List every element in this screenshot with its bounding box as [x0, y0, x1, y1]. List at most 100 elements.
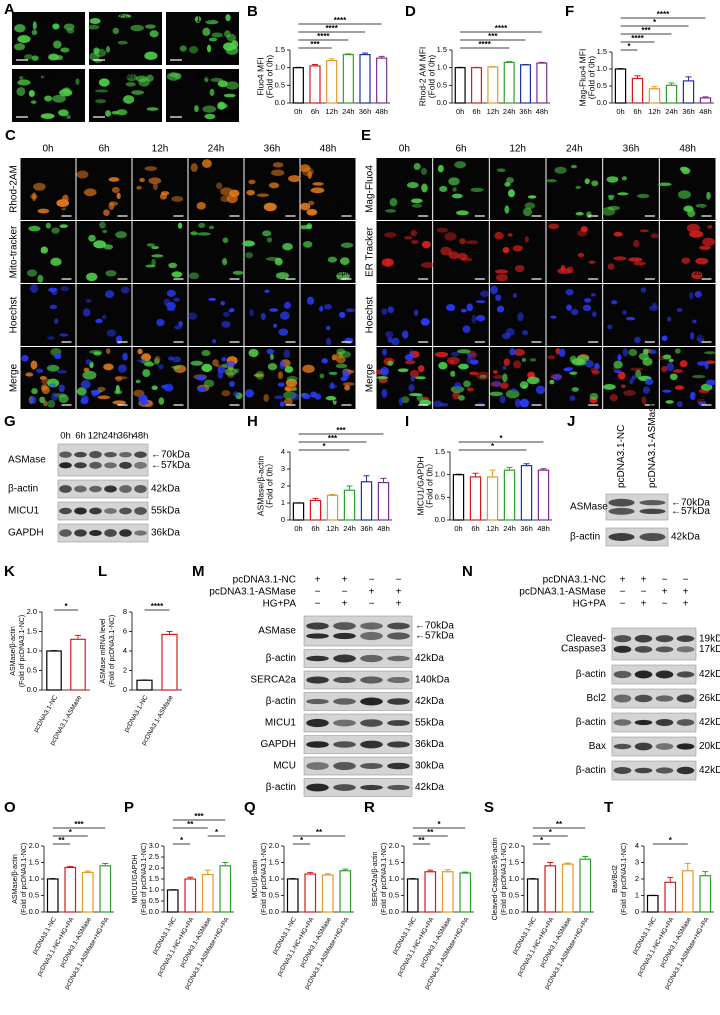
- size-label: 20kDa: [699, 741, 720, 752]
- y-axis-label: MICU1/GAPDH: [132, 855, 139, 904]
- blot-band: [634, 645, 653, 653]
- error-bar: [345, 53, 352, 55]
- blot-band: [676, 766, 695, 775]
- cell: [197, 232, 211, 236]
- x-tick-label: 24h: [343, 524, 356, 533]
- blot-band: [387, 676, 410, 684]
- bar: [471, 67, 483, 104]
- blot-band: [333, 622, 356, 630]
- bar: [579, 858, 592, 913]
- size-label: ←57kDa: [671, 506, 710, 517]
- cell: [339, 257, 350, 266]
- blot-band: [613, 670, 632, 679]
- cell: [524, 236, 529, 243]
- cell: [342, 370, 350, 379]
- cell: [507, 233, 513, 237]
- cell: [29, 396, 37, 405]
- blot-band: [89, 507, 102, 515]
- cell: [502, 373, 508, 383]
- cell: [220, 300, 225, 306]
- blot-band: [333, 698, 356, 705]
- cell: [266, 237, 273, 243]
- cell: [641, 396, 647, 405]
- blot-band: [333, 784, 356, 791]
- blot-band: [134, 451, 147, 458]
- error-bar: [444, 869, 451, 872]
- cell: [666, 316, 672, 322]
- row-label: Merge: [9, 363, 20, 392]
- cell: [28, 90, 35, 98]
- cell: [32, 192, 37, 202]
- cell: [411, 203, 423, 208]
- y-tick-label: 3: [635, 857, 639, 866]
- cell: [642, 386, 650, 394]
- condition-sign: −: [641, 587, 647, 598]
- x-tick-label: 24h: [503, 107, 516, 116]
- error-bar: [307, 871, 314, 875]
- y-axis-label: (Fold of 0h): [586, 56, 596, 100]
- cell: [411, 239, 419, 245]
- cell: [232, 270, 244, 275]
- blot-band: [89, 485, 102, 493]
- cell: [99, 221, 106, 229]
- column-label: 6h: [455, 144, 466, 155]
- error-bar: [378, 55, 385, 59]
- cell: [342, 382, 355, 386]
- size-label: 42kDa: [415, 653, 444, 664]
- condition-sign: +: [620, 575, 626, 586]
- x-tick-label: pcDNA3.1-NC: [123, 694, 150, 733]
- cell: [554, 166, 567, 174]
- cell: [260, 312, 266, 321]
- blot-band: [655, 635, 674, 643]
- lane-label: 6h: [75, 431, 86, 442]
- cell: [493, 370, 498, 374]
- cell: [585, 360, 594, 368]
- cell: [267, 363, 278, 371]
- cell: [47, 400, 56, 408]
- size-label: 55kDa: [415, 718, 444, 729]
- cell: [608, 197, 614, 201]
- cell: [526, 376, 540, 385]
- error-bar: [84, 870, 91, 873]
- error-bar: [684, 862, 691, 871]
- micrograph: [489, 158, 546, 220]
- cell: [603, 384, 616, 390]
- cell: [496, 305, 505, 313]
- cell: [300, 202, 311, 211]
- cell: [144, 51, 158, 60]
- cell: [448, 177, 460, 186]
- cell: [30, 284, 39, 293]
- cell: [340, 242, 354, 248]
- size-label: 30kDa: [415, 761, 444, 772]
- cell: [149, 30, 159, 38]
- cell: [114, 390, 123, 395]
- bar: [486, 476, 499, 521]
- bar: [614, 68, 627, 104]
- bar: [292, 67, 304, 104]
- cell: [31, 388, 38, 395]
- cell: [398, 397, 404, 406]
- y-tick-label: 2: [281, 481, 285, 490]
- y-tick-label: 1.0: [27, 646, 37, 655]
- y-tick-label: 1.0: [149, 885, 159, 894]
- cell: [17, 79, 31, 86]
- cell: [310, 391, 317, 398]
- panel-letter: N: [462, 563, 473, 580]
- y-tick-label: 0.0: [435, 515, 445, 524]
- protein-label: β-actin: [576, 669, 606, 680]
- significance-label: *: [322, 442, 326, 451]
- cell: [560, 265, 566, 272]
- error-bar: [362, 52, 368, 55]
- error-bar: [342, 868, 349, 871]
- cell: [179, 45, 187, 52]
- cell: [517, 312, 524, 322]
- cell: [421, 183, 428, 193]
- cell: [694, 290, 703, 298]
- cell: [106, 329, 117, 337]
- size-label: ←57kDa: [151, 460, 190, 471]
- cell: [523, 207, 533, 217]
- micrograph: [376, 221, 433, 283]
- x-tick-label: 48h: [536, 107, 549, 116]
- cell: [13, 43, 26, 51]
